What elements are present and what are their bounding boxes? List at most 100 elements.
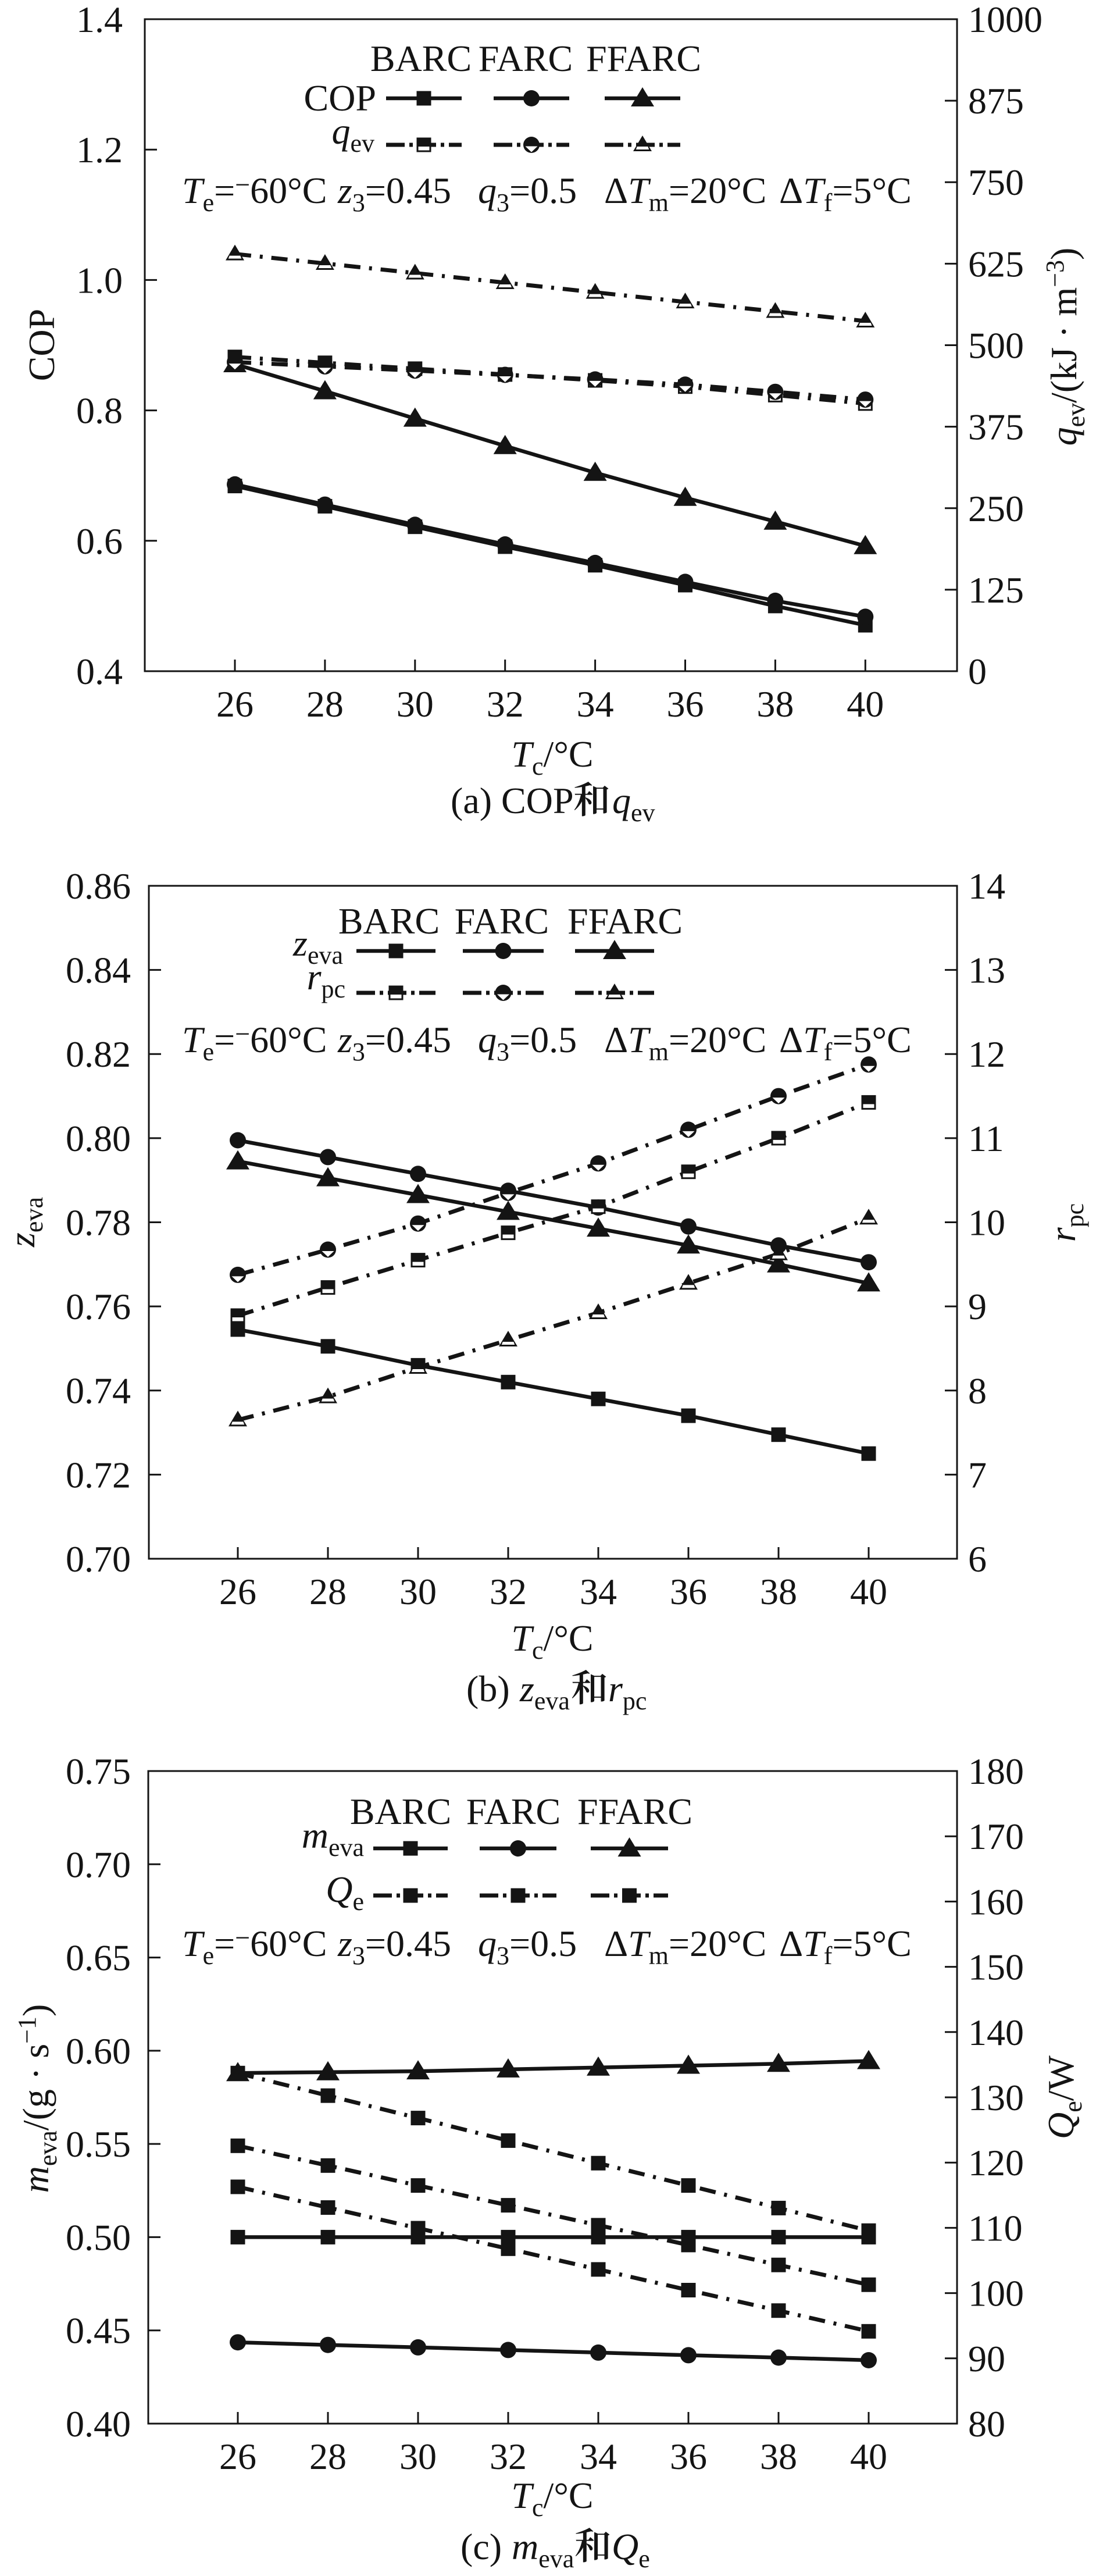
svg-text:6: 6 xyxy=(968,1538,987,1580)
svg-text:Tc/°C: Tc/°C xyxy=(511,1617,593,1665)
svg-text:12: 12 xyxy=(968,1034,1005,1075)
svg-text:0.84: 0.84 xyxy=(66,950,131,991)
svg-text:28: 28 xyxy=(309,2436,347,2477)
svg-text:90: 90 xyxy=(968,2338,1005,2379)
svg-text:qev/(kJ · m−3): qev/(kJ · m−3) xyxy=(1041,248,1090,446)
svg-text:1.4: 1.4 xyxy=(76,0,123,40)
svg-text:z3=0.45: z3=0.45 xyxy=(337,1019,451,1066)
svg-text:BARC: BARC xyxy=(338,900,440,942)
svg-text:0.86: 0.86 xyxy=(66,865,131,907)
svg-text:q3=0.5: q3=0.5 xyxy=(478,1923,577,1970)
svg-text:Te=−60°C: Te=−60°C xyxy=(182,1019,327,1066)
svg-text:z3=0.45: z3=0.45 xyxy=(337,170,451,217)
svg-text:0.72: 0.72 xyxy=(66,1454,131,1495)
svg-text:ΔTm=20°C: ΔTm=20°C xyxy=(604,170,766,217)
svg-text:0: 0 xyxy=(968,651,987,692)
svg-text:0.60: 0.60 xyxy=(66,2030,131,2072)
svg-text:FARC: FARC xyxy=(466,1791,561,1832)
svg-text:q3=0.5: q3=0.5 xyxy=(478,170,577,217)
svg-text:500: 500 xyxy=(968,325,1024,366)
svg-text:38: 38 xyxy=(756,683,794,725)
svg-text:meva: meva xyxy=(302,1815,364,1862)
svg-text:1.2: 1.2 xyxy=(76,129,123,170)
svg-text:ΔTf=5°C: ΔTf=5°C xyxy=(779,170,912,217)
svg-text:80: 80 xyxy=(968,2403,1005,2445)
svg-text:26: 26 xyxy=(219,1571,256,1612)
svg-text:170: 170 xyxy=(968,1816,1024,1857)
svg-text:750: 750 xyxy=(968,162,1024,203)
svg-text:zeva: zeva xyxy=(1,1197,48,1248)
svg-text:ΔTf=5°C: ΔTf=5°C xyxy=(779,1923,912,1970)
svg-text:0.65: 0.65 xyxy=(66,1937,131,1979)
svg-text:COP: COP xyxy=(21,309,62,382)
svg-text:0.70: 0.70 xyxy=(66,1538,131,1580)
svg-text:32: 32 xyxy=(487,683,524,725)
svg-text:FFARC: FFARC xyxy=(567,900,683,942)
svg-text:38: 38 xyxy=(760,1571,797,1612)
svg-text:180: 180 xyxy=(968,1751,1024,1792)
svg-text:13: 13 xyxy=(968,950,1005,991)
svg-text:11: 11 xyxy=(968,1118,1004,1159)
svg-text:375: 375 xyxy=(968,407,1024,448)
svg-text:36: 36 xyxy=(670,1571,707,1612)
svg-text:0.76: 0.76 xyxy=(66,1286,131,1327)
svg-text:Qe: Qe xyxy=(612,2526,650,2573)
svg-text:BARC: BARC xyxy=(350,1791,451,1832)
svg-text:10: 10 xyxy=(968,1202,1005,1244)
svg-text:rpc: rpc xyxy=(1042,1203,1089,1242)
svg-text:30: 30 xyxy=(399,2436,437,2477)
svg-text:120: 120 xyxy=(968,2142,1024,2183)
svg-text:Qe/W: Qe/W xyxy=(1040,2055,1087,2139)
svg-text:qev: qev xyxy=(331,111,374,158)
svg-text:250: 250 xyxy=(968,488,1024,529)
svg-text:0.50: 0.50 xyxy=(66,2217,131,2258)
svg-text:FARC: FARC xyxy=(479,38,573,79)
svg-text:9: 9 xyxy=(968,1286,987,1327)
svg-text:(c): (c) xyxy=(460,2526,502,2567)
svg-text:36: 36 xyxy=(667,683,704,725)
svg-text:34: 34 xyxy=(580,1571,617,1612)
svg-text:150: 150 xyxy=(968,1947,1024,1988)
svg-text:0.40: 0.40 xyxy=(66,2403,131,2445)
svg-text:0.4: 0.4 xyxy=(76,651,123,692)
svg-text:40: 40 xyxy=(850,2436,887,2477)
svg-text:1.0: 1.0 xyxy=(76,259,123,301)
svg-text:Te=−60°C: Te=−60°C xyxy=(182,1923,327,1970)
svg-text:130: 130 xyxy=(968,2077,1024,2118)
svg-text:meva: meva xyxy=(512,2526,574,2573)
svg-text:32: 32 xyxy=(490,2436,527,2477)
svg-text:FFARC: FFARC xyxy=(586,38,701,79)
svg-text:zeva: zeva xyxy=(292,922,343,970)
svg-text:110: 110 xyxy=(968,2207,1023,2249)
svg-text:125: 125 xyxy=(968,569,1024,611)
svg-text:ΔTf=5°C: ΔTf=5°C xyxy=(779,1019,912,1066)
svg-text:34: 34 xyxy=(577,683,614,725)
svg-text:160: 160 xyxy=(968,1881,1024,1922)
svg-text:34: 34 xyxy=(580,2436,617,2477)
svg-text:meva/(g · s−1): meva/(g · s−1) xyxy=(13,2004,62,2193)
svg-text:7: 7 xyxy=(968,1454,987,1495)
svg-text:0.70: 0.70 xyxy=(66,1844,131,1885)
svg-text:40: 40 xyxy=(847,683,884,725)
svg-text:32: 32 xyxy=(490,1571,527,1612)
svg-text:rpc: rpc xyxy=(307,956,345,1003)
svg-text:36: 36 xyxy=(670,2436,707,2477)
svg-text:26: 26 xyxy=(219,2436,256,2477)
svg-text:0.55: 0.55 xyxy=(66,2123,131,2165)
svg-text:rpc: rpc xyxy=(608,1668,647,1715)
svg-text:100: 100 xyxy=(968,2273,1024,2314)
svg-text:28: 28 xyxy=(309,1571,347,1612)
svg-text:ΔTm=20°C: ΔTm=20°C xyxy=(604,1923,766,1970)
svg-text:875: 875 xyxy=(968,80,1024,122)
svg-text:0.74: 0.74 xyxy=(66,1370,131,1412)
svg-text:z3=0.45: z3=0.45 xyxy=(337,1923,451,1970)
svg-text:COP: COP xyxy=(304,77,377,119)
svg-text:14: 14 xyxy=(968,865,1005,907)
svg-text:28: 28 xyxy=(306,683,344,725)
svg-text:0.78: 0.78 xyxy=(66,1202,131,1244)
svg-text:0.82: 0.82 xyxy=(66,1034,131,1075)
svg-text:26: 26 xyxy=(216,683,254,725)
svg-text:30: 30 xyxy=(399,1571,437,1612)
svg-text:(a) COP: (a) COP xyxy=(451,780,574,821)
svg-text:0.45: 0.45 xyxy=(66,2310,131,2351)
